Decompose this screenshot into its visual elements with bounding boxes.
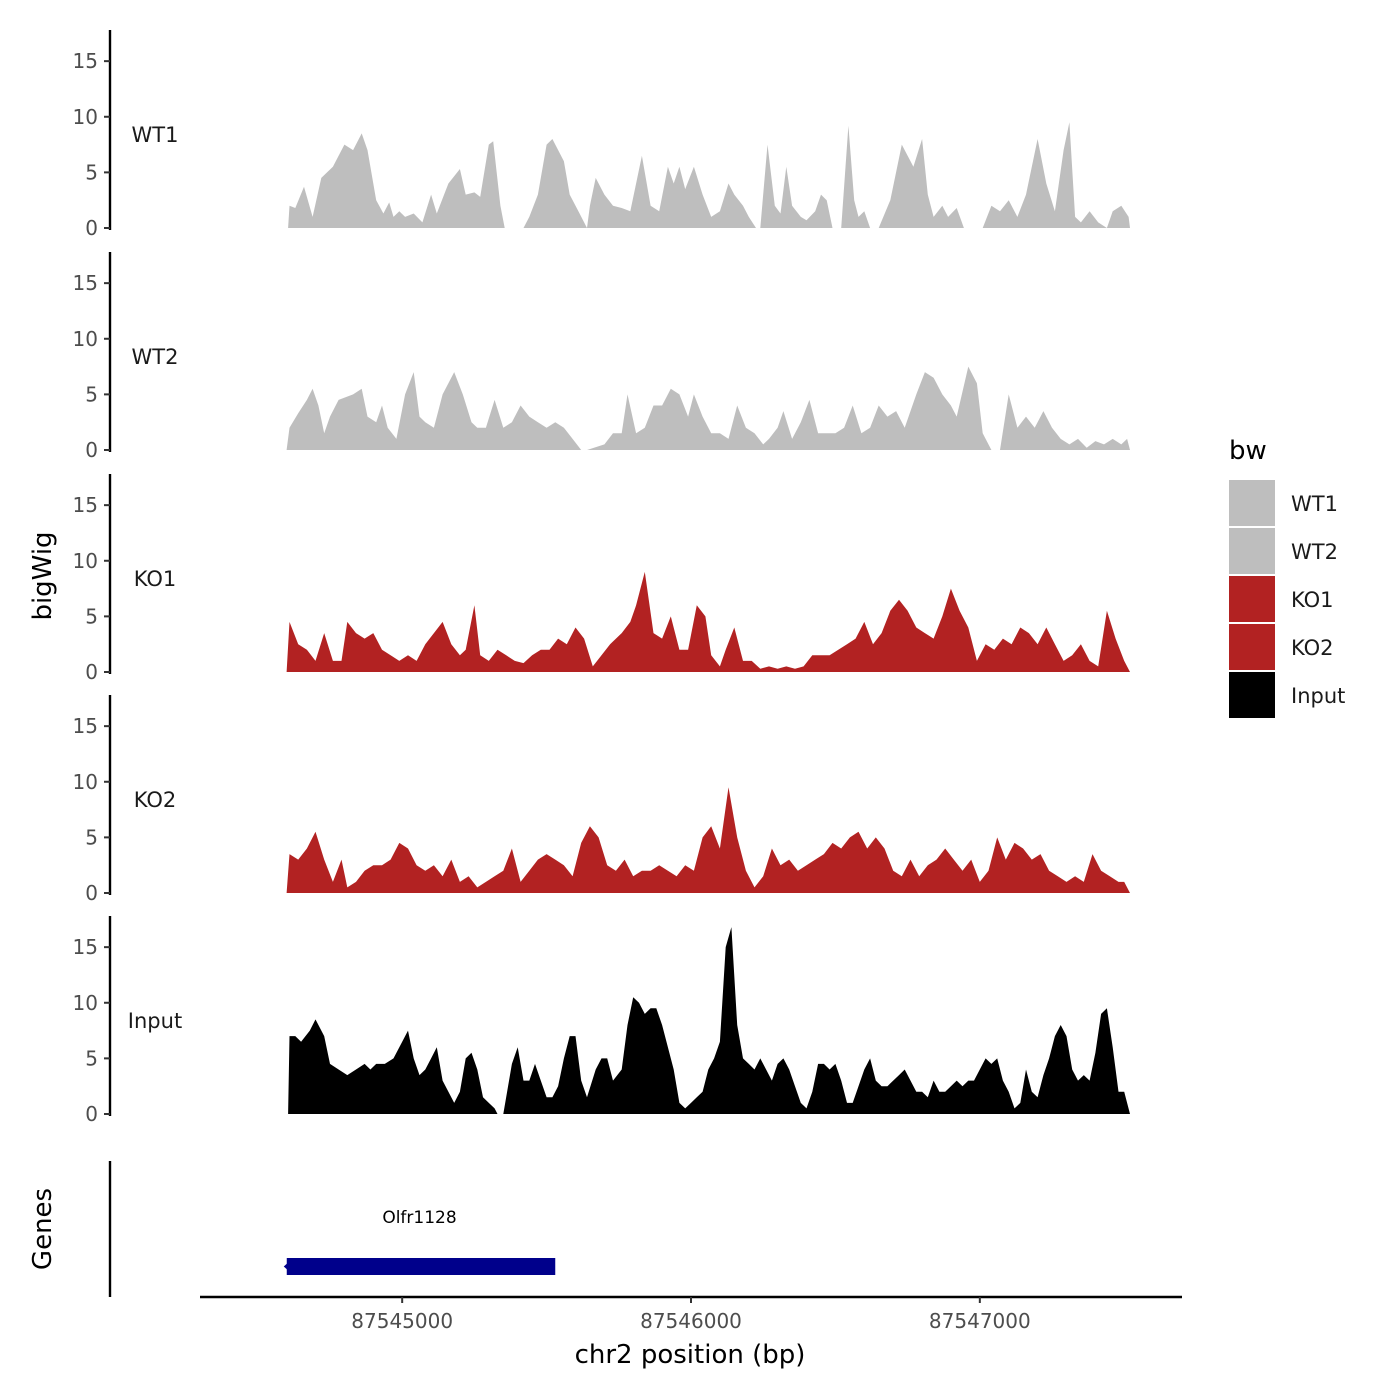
- track-label: KO1: [134, 567, 177, 591]
- x-tick-label: 87546000: [640, 1309, 742, 1333]
- y-tick-label: 5: [85, 382, 98, 406]
- y-tick-label: 10: [73, 105, 98, 129]
- coverage-area-wt1: [288, 122, 1131, 228]
- genes-axis-title: Genes: [28, 1188, 58, 1270]
- x-axis: 87545000 87546000 87547000: [200, 1295, 1182, 1333]
- coverage-area-wt2: [286, 366, 1131, 450]
- coverage-area-ko1: [286, 571, 1131, 672]
- y-tick-label: 15: [73, 935, 98, 959]
- gene-label: Olfr1128: [382, 1208, 456, 1228]
- y-tick-label: 15: [73, 49, 98, 73]
- coverage-area-input: [288, 927, 1131, 1114]
- legend-label-wt2: WT2: [1291, 540, 1338, 564]
- legend: bw WT1 WT2 KO1 KO2 Input: [1229, 436, 1345, 718]
- legend-swatch-wt1: [1229, 480, 1275, 526]
- legend-label-ko1: KO1: [1291, 588, 1334, 612]
- gene-body: [286, 1258, 556, 1275]
- coverage-area-ko2: [286, 787, 1131, 893]
- track-ko1: 0 5 10 15 KO1: [73, 474, 1131, 684]
- track-input: 0 5 10 15 Input: [73, 916, 1131, 1126]
- genes-panel: Olfr1128: [108, 1161, 556, 1297]
- legend-swatch-ko1: [1229, 576, 1275, 622]
- track-label: Input: [128, 1009, 182, 1033]
- x-axis-title: chr2 position (bp): [575, 1340, 806, 1370]
- y-tick-label: 5: [85, 160, 98, 184]
- track-label: KO2: [134, 788, 177, 812]
- legend-label-ko2: KO2: [1291, 636, 1334, 660]
- y-tick-label: 15: [73, 493, 98, 517]
- y-tick-label: 10: [73, 327, 98, 351]
- legend-label-wt1: WT1: [1291, 492, 1338, 516]
- legend-title: bw: [1229, 436, 1267, 466]
- y-tick-label: 5: [85, 1046, 98, 1070]
- track-ko2: 0 5 10 15 KO2: [73, 695, 1131, 905]
- y-axis-title: bigWig: [28, 531, 58, 620]
- y-tick-label: 5: [85, 825, 98, 849]
- track-wt2: 0 5 10 15 WT2: [73, 252, 1131, 462]
- track-label: WT1: [132, 123, 179, 147]
- x-tick-label: 87545000: [351, 1309, 453, 1333]
- y-tick-label: 10: [73, 549, 98, 573]
- y-tick-label: 10: [73, 770, 98, 794]
- gene-strand-arrow: [283, 1262, 289, 1271]
- y-tick-label: 0: [85, 216, 98, 240]
- y-tick-label: 0: [85, 660, 98, 684]
- track-label: WT2: [132, 345, 179, 369]
- legend-label-input: Input: [1291, 684, 1345, 708]
- y-tick-label: 10: [73, 991, 98, 1015]
- y-tick-label: 0: [85, 1102, 98, 1126]
- bigwig-tracks: 0 5 10 15 WT1 0 5 10 15 WT2 0 5 10 15 KO1 0 5 10 15 KO2 0 5 10…: [73, 30, 1131, 1126]
- y-tick-label: 15: [73, 714, 98, 738]
- y-tick-label: 5: [85, 604, 98, 628]
- y-tick-label: 15: [73, 271, 98, 295]
- legend-swatch-input: [1229, 672, 1275, 718]
- x-tick-label: 87547000: [929, 1309, 1031, 1333]
- y-tick-label: 0: [85, 881, 98, 905]
- legend-swatch-wt2: [1229, 528, 1275, 574]
- legend-swatch-ko2: [1229, 624, 1275, 670]
- y-tick-label: 0: [85, 438, 98, 462]
- track-wt1: 0 5 10 15 WT1: [73, 30, 1131, 240]
